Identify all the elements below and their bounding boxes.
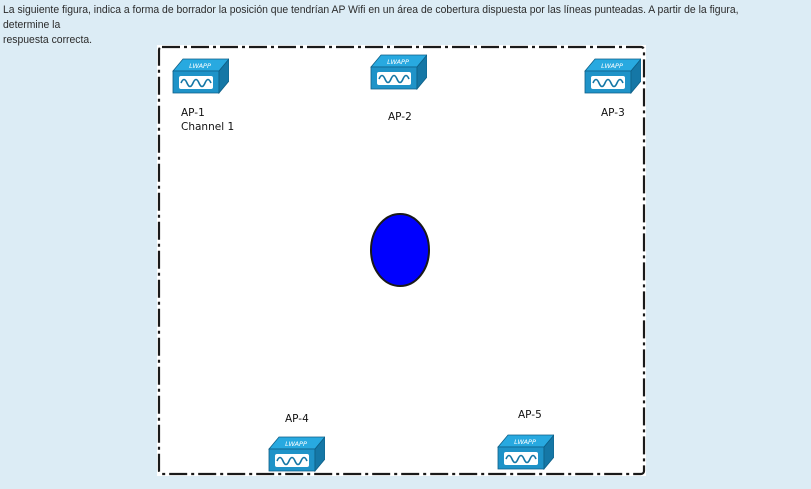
ap-1-label: AP-1 Channel 1 <box>181 106 234 134</box>
ap-1-name: AP-1 <box>181 107 205 119</box>
question-line-1: La siguiente figura, indica a forma de b… <box>3 4 739 31</box>
lwapp-brand-text: LWAPP <box>601 62 623 70</box>
coverage-area-border <box>157 45 646 476</box>
question-text: La siguiente figura, indica a forma de b… <box>3 3 752 48</box>
ap-2-label: AP-2 <box>388 111 412 123</box>
ap-1-channel: Channel 1 <box>181 121 235 133</box>
access-point-icon: LWAPP <box>268 436 325 473</box>
lwapp-brand-text: LWAPP <box>387 58 409 66</box>
ap-3-label: AP-3 <box>601 107 625 119</box>
question-line-2: respuesta correcta. <box>3 34 93 46</box>
access-point-icon: LWAPP <box>172 58 229 95</box>
lwapp-brand-text: LWAPP <box>189 62 211 70</box>
ap-4-label: AP-4 <box>285 413 309 425</box>
access-point-icon: LWAPP <box>370 54 427 91</box>
lwapp-brand-text: LWAPP <box>514 438 536 446</box>
lwapp-brand-text: LWAPP <box>285 440 307 448</box>
ap-5-label: AP-5 <box>518 409 542 421</box>
access-point-icon: LWAPP <box>584 58 641 95</box>
access-point-icon: LWAPP <box>497 434 554 471</box>
coverage-diagram: LWAPP AP-1 Channel 1 LWAPP AP-2 LWAPP AP… <box>157 45 646 476</box>
blue-circle-marker <box>370 213 430 287</box>
